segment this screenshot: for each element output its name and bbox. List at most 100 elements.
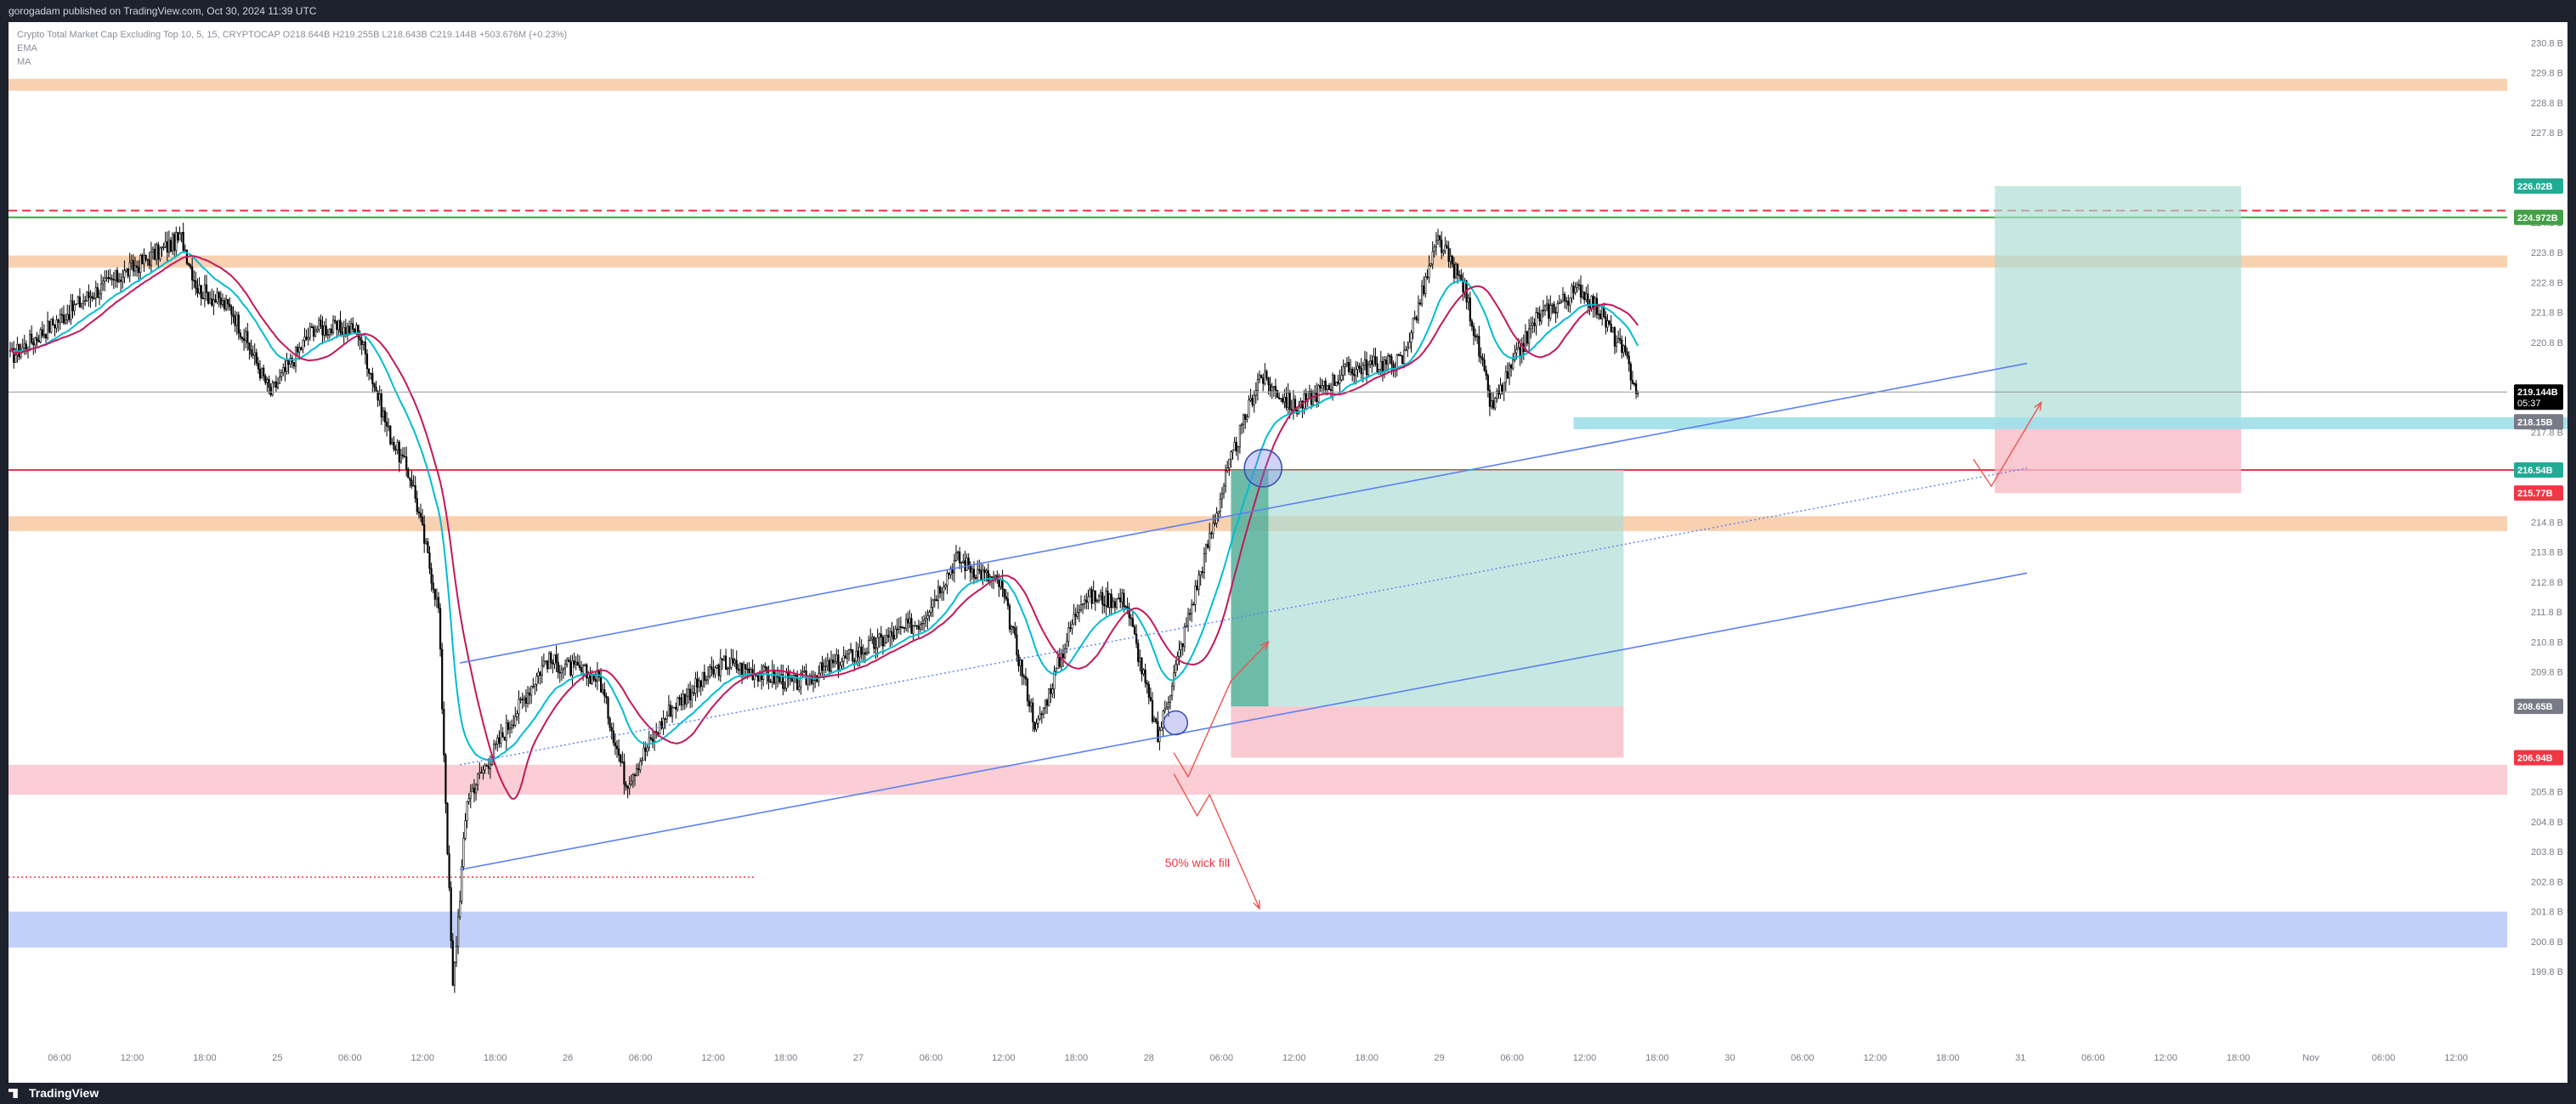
candle: [412, 474, 415, 487]
candle-body: [869, 638, 872, 641]
candle-body: [286, 360, 288, 372]
candle-body: [862, 652, 864, 655]
candle: [428, 546, 431, 575]
candle: [819, 661, 822, 677]
candle: [214, 294, 217, 303]
candle-body: [409, 477, 411, 481]
candle: [1160, 722, 1163, 732]
candle-body: [1599, 314, 1602, 320]
candle-body: [223, 300, 226, 309]
candle-body: [1039, 713, 1041, 720]
candle-body: [578, 665, 580, 668]
candle: [1387, 353, 1390, 371]
candle: [1558, 295, 1560, 304]
candle: [782, 665, 784, 696]
candle: [1601, 304, 1604, 326]
candle: [909, 609, 911, 629]
candle-body: [325, 326, 327, 336]
candle-body: [724, 655, 728, 670]
candle-body: [1399, 354, 1401, 357]
candle: [846, 649, 848, 664]
candle-body: [200, 285, 202, 299]
price-tag: 224.972B: [2514, 209, 2563, 225]
candle-body: [730, 658, 733, 668]
candle: [1376, 356, 1379, 373]
candle: [526, 686, 529, 708]
candle: [1373, 348, 1375, 368]
candle-body: [448, 853, 450, 888]
candle: [978, 559, 981, 575]
candle-body: [1306, 391, 1309, 403]
candle: [1530, 316, 1532, 339]
candle: [1084, 595, 1086, 609]
candle: [1342, 359, 1345, 381]
candle-body: [620, 755, 622, 763]
candle-body: [508, 728, 512, 730]
candle-body: [514, 716, 517, 726]
candle: [1169, 694, 1172, 710]
candle: [1374, 348, 1377, 367]
candle-body: [1321, 385, 1323, 388]
candle-body: [1271, 387, 1273, 392]
candle: [375, 381, 377, 392]
ema-legend[interactable]: EMA: [17, 43, 37, 54]
candle-body: [339, 320, 342, 333]
candle-body: [1186, 613, 1190, 626]
candle-body: [1619, 337, 1622, 341]
candle: [852, 648, 854, 665]
candle: [401, 447, 405, 460]
candle-body: [433, 589, 436, 600]
candle-body: [375, 387, 377, 392]
candle-body: [1322, 380, 1325, 387]
tradingview-logo[interactable]: TradingView: [8, 1086, 99, 1100]
candle-body: [498, 737, 501, 744]
candle-body: [1233, 442, 1236, 450]
candle: [1008, 603, 1011, 633]
ma-legend[interactable]: MA: [17, 57, 31, 67]
candle: [42, 324, 45, 339]
candle: [88, 284, 90, 308]
price-tick-label: 223.8 B: [2531, 248, 2563, 258]
candle: [1363, 350, 1366, 371]
candle: [266, 376, 269, 392]
candle: [1457, 263, 1459, 284]
candle-body: [746, 668, 749, 671]
candle-body: [55, 320, 58, 329]
candle-body: [1561, 294, 1565, 303]
candle: [371, 367, 374, 393]
time-tick-label: 12:00: [2444, 1053, 2468, 1063]
candle-body: [1385, 360, 1388, 365]
candle: [122, 269, 124, 289]
candle: [1201, 566, 1203, 579]
time-tick-label: 25: [272, 1053, 282, 1063]
candle-body: [1191, 603, 1193, 614]
time-tick-label: 12:00: [1864, 1053, 1888, 1063]
candle: [682, 689, 684, 711]
candle: [678, 694, 681, 706]
breakout-circle: [1243, 449, 1282, 488]
candle-body: [1447, 247, 1450, 262]
candle-body: [1475, 335, 1477, 337]
candle: [1191, 599, 1193, 623]
candle-body: [78, 297, 81, 308]
candle-body: [526, 692, 529, 704]
candle-body: [105, 277, 108, 279]
candle-body: [903, 627, 906, 629]
candle-body: [1248, 399, 1250, 418]
candle: [331, 314, 335, 336]
candle-body: [607, 697, 609, 719]
candle: [162, 242, 165, 251]
candle-body: [1044, 699, 1047, 709]
candle: [1222, 483, 1226, 499]
candle-body: [370, 372, 372, 375]
candle: [941, 586, 943, 602]
candle: [455, 936, 458, 967]
candle-body: [1608, 320, 1611, 325]
candle: [1012, 626, 1015, 634]
chart-frame[interactable]: 50% wick fill 199.8 B 200.8 B 201.8 B 202.8…: [8, 8, 2576, 1083]
price-tag-bg: [2514, 462, 2563, 478]
symbol-legend-row[interactable]: Crypto Total Market Cap Excluding Top 10…: [17, 28, 567, 42]
candle: [933, 589, 936, 608]
long-position-filled-box: [1231, 470, 1269, 707]
